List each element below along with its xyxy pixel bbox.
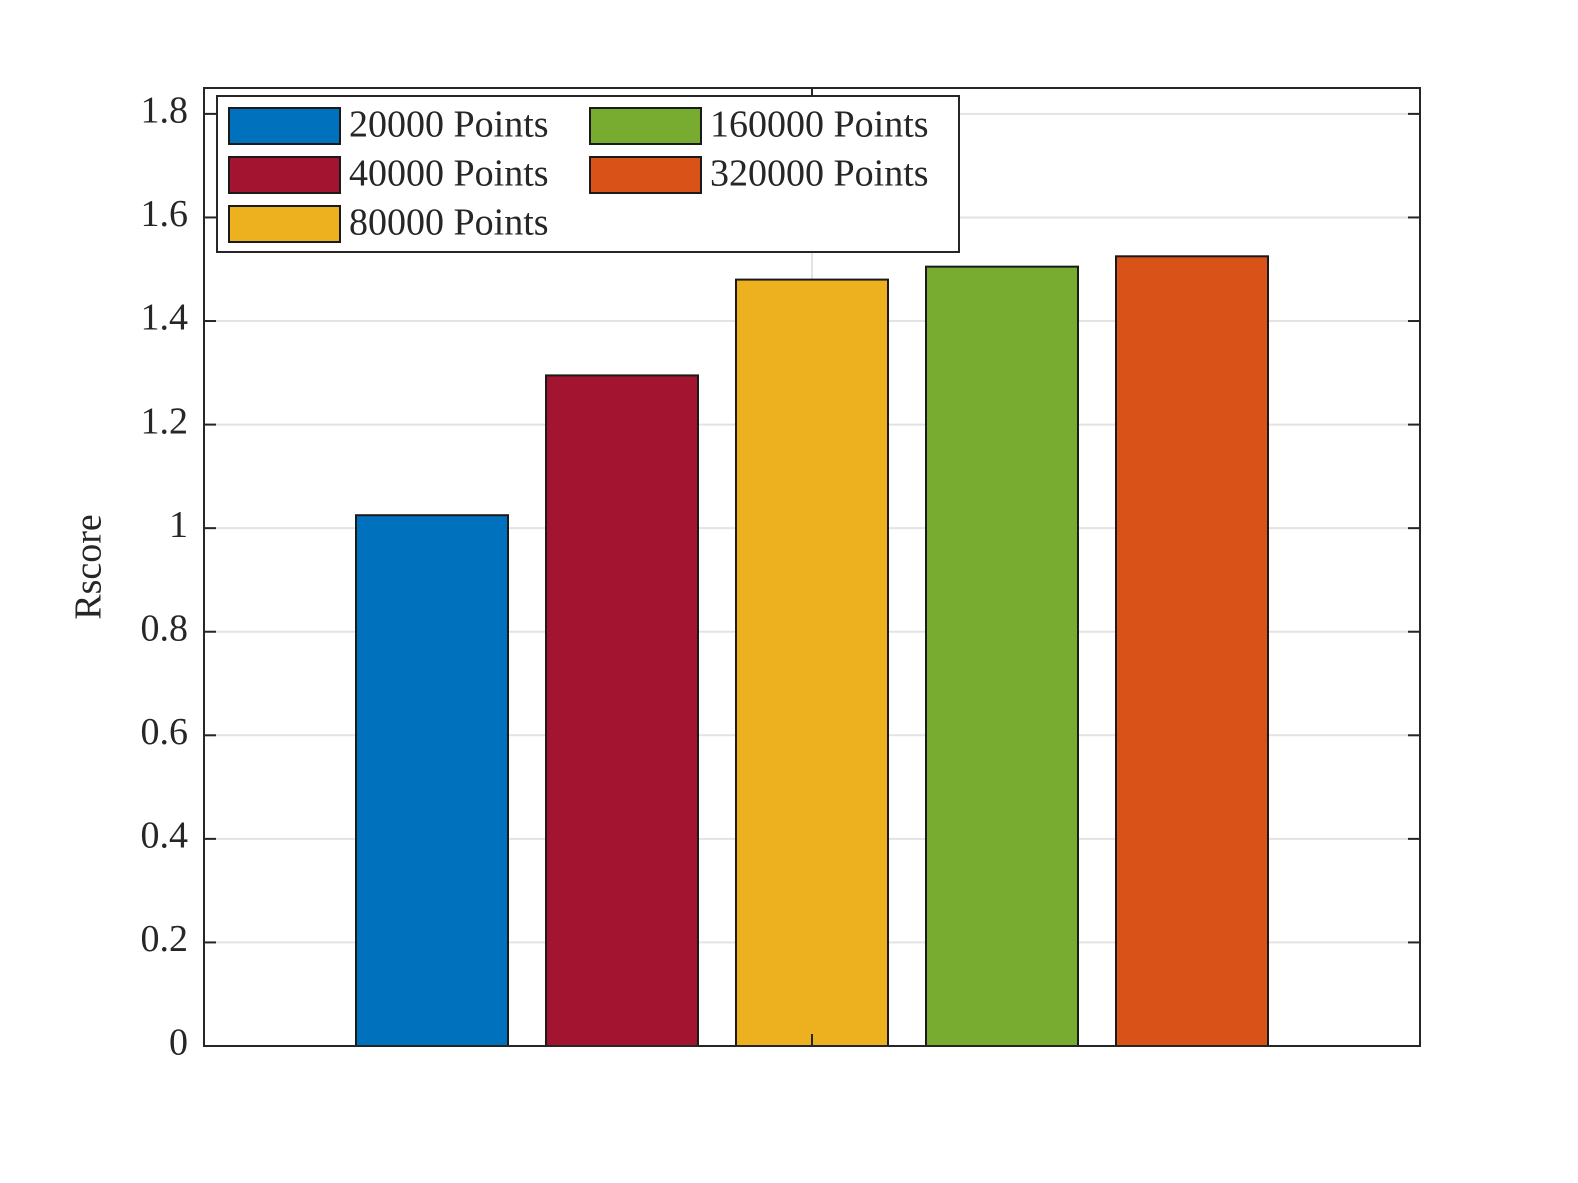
bar xyxy=(925,265,1079,1047)
y-tick-label: 1.4 xyxy=(141,297,189,339)
y-tick-label: 0.8 xyxy=(141,607,189,649)
legend-swatch xyxy=(589,107,702,145)
legend-label: 320000 Points xyxy=(710,153,929,195)
y-tick-label: 1.8 xyxy=(141,90,189,132)
legend-swatch xyxy=(228,107,341,145)
legend-label: 160000 Points xyxy=(710,104,929,146)
bar xyxy=(545,374,699,1047)
legend-label: 20000 Points xyxy=(349,104,549,146)
legend-swatch xyxy=(589,156,702,194)
y-tick-label: 0.2 xyxy=(141,918,189,960)
y-axis-label: Rscore xyxy=(68,514,110,620)
legend-swatch xyxy=(228,156,341,194)
bar xyxy=(735,278,889,1048)
y-tick-label: 1.2 xyxy=(141,400,189,442)
legend-swatch xyxy=(228,205,341,243)
bar xyxy=(355,514,509,1047)
y-tick-label: 0.6 xyxy=(141,711,189,753)
y-tick-label: 0.4 xyxy=(141,815,189,857)
y-tick-label: 1.6 xyxy=(141,193,189,235)
bar xyxy=(1115,255,1269,1047)
y-tick-label: 1 xyxy=(169,504,188,546)
y-tick-label: 0 xyxy=(169,1022,188,1064)
legend-label: 80000 Points xyxy=(349,202,549,244)
legend-label: 40000 Points xyxy=(349,153,549,195)
